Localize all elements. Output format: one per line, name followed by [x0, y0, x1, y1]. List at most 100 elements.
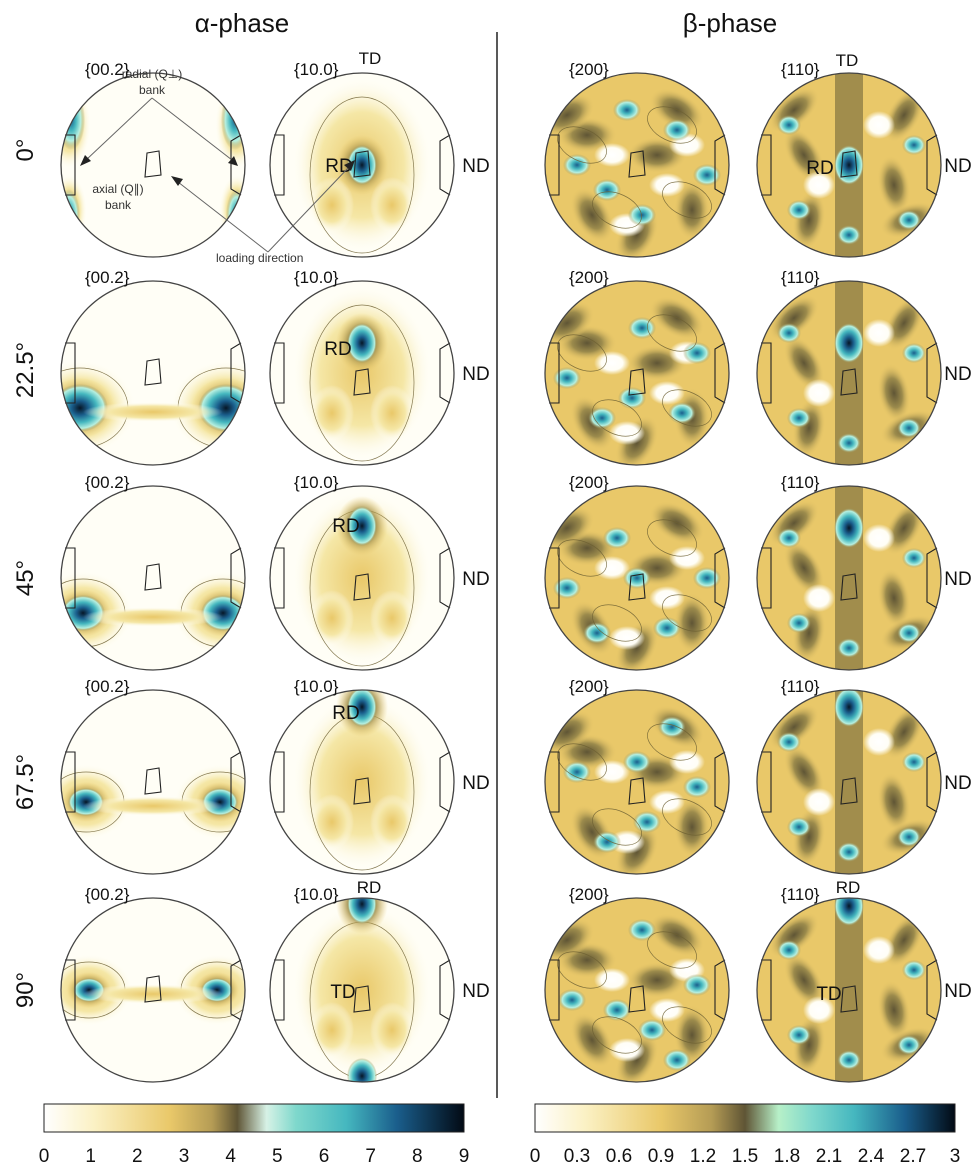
nd-label: ND	[944, 981, 971, 1002]
nd-label: ND	[462, 156, 489, 177]
alpha-colorbar-tick: 0	[39, 1146, 50, 1167]
axial-bank-marker	[840, 985, 858, 1013]
intensity-blob	[834, 898, 864, 926]
beta-colorbar-tick: 3	[950, 1146, 961, 1167]
intensity-blob	[863, 524, 895, 552]
plane-label: {200}	[569, 885, 609, 904]
beta-phase-title: β-phase	[683, 8, 777, 38]
contour-line	[647, 106, 697, 144]
radial-bank-marker	[274, 547, 285, 609]
intensity-blob	[834, 323, 864, 363]
bank-annotation: radial (Q⊥) bank axial (Q∥) bank loading…	[80, 67, 355, 265]
intensity-blob	[347, 506, 377, 546]
pole-outline	[756, 897, 942, 1083]
pole-outline	[269, 280, 455, 466]
axial-bank-marker	[353, 573, 371, 601]
pole-figure: {00.2}	[60, 885, 246, 1083]
radial-bank-marker	[714, 959, 726, 1021]
radial-bank-marker	[230, 547, 242, 609]
beta-colorbar-tick: 0.3	[564, 1146, 590, 1167]
intensity-blob	[583, 622, 611, 644]
radial-bank-marker	[65, 959, 76, 1021]
pole-outline	[756, 485, 942, 671]
intensity-blob	[803, 996, 835, 1024]
loading-direction-label: loading direction	[216, 251, 303, 265]
intensity-blob	[693, 567, 721, 589]
intensity-blob	[803, 379, 835, 407]
plane-label: {00.2}	[85, 885, 130, 904]
radial-bank-marker	[439, 547, 451, 609]
radial-bank-marker	[761, 134, 772, 196]
intensity-blob	[588, 407, 616, 429]
intensity-blob	[594, 760, 630, 784]
pole-figure: {00.2}	[60, 268, 246, 466]
arrow-line	[177, 181, 269, 253]
contour-line	[647, 314, 697, 352]
axial-bank-marker	[628, 985, 646, 1013]
rd-label: RD	[357, 878, 382, 897]
row-label: 0°	[12, 139, 39, 162]
beta-colorbar-tick: 1.5	[732, 1146, 758, 1167]
plane-label: {10.0}	[294, 885, 339, 904]
intensity-blob	[897, 1035, 921, 1055]
radial-bank-marker	[926, 342, 938, 404]
intensity-blob	[633, 811, 661, 833]
intensity-blob	[570, 187, 614, 243]
plane-label: {110}	[781, 677, 820, 696]
nd-label: ND	[462, 364, 489, 385]
pole-outline	[544, 280, 730, 466]
radial-bank-marker	[439, 134, 451, 196]
intensity-blob	[594, 968, 630, 992]
radial-bank-marker	[65, 134, 76, 196]
intensity-blob	[628, 204, 656, 226]
pole-intensity	[768, 690, 938, 874]
axial-bank-marker	[144, 975, 162, 1003]
contour-line	[647, 519, 697, 557]
intensity-blob	[370, 590, 414, 646]
intensity-blob	[609, 421, 645, 445]
intensity-blob	[310, 590, 354, 646]
pole-outline	[756, 689, 942, 875]
arrow-line	[151, 97, 233, 161]
plane-label: {10.0}	[294, 268, 339, 287]
plane-label: {200}	[569, 268, 609, 287]
intensity-blob	[310, 177, 354, 233]
radial-bank-marker	[65, 547, 76, 609]
intensity-blob	[902, 343, 926, 363]
pole-outline	[269, 485, 455, 671]
intensity-blob	[783, 744, 825, 800]
radial-bank-marker	[230, 751, 242, 813]
intensity-blob	[897, 418, 921, 438]
pole-intensity	[545, 88, 721, 257]
pole-outline	[544, 485, 730, 671]
intensity-blob	[663, 1049, 691, 1071]
contour-line	[647, 931, 697, 969]
pole-figure: {200}	[544, 473, 730, 671]
td-label: TD	[836, 51, 859, 70]
rd-label: RD	[332, 516, 359, 537]
radial-bank-marker	[274, 959, 285, 1021]
beta-colorbar-tick: 2.1	[816, 1146, 842, 1167]
pole-figure: {200}	[544, 60, 730, 258]
plane-label: {00.2}	[85, 60, 130, 79]
axial-bank-marker	[628, 368, 646, 396]
radial-bank-marker	[439, 751, 451, 813]
intensity-blob	[863, 936, 895, 964]
nd-label: ND	[462, 773, 489, 794]
alpha-colorbar-tick: 6	[319, 1146, 330, 1167]
beta-colorbar-tick: 0	[530, 1146, 541, 1167]
radial-bank-marker	[230, 342, 242, 404]
axial-bank-marker	[353, 150, 371, 178]
intensity-blob	[663, 119, 691, 141]
intensity-blob	[61, 189, 80, 241]
td-label: TD	[330, 982, 355, 1003]
intensity-blob	[609, 626, 645, 650]
pole-figure: {00.2}	[60, 473, 246, 671]
intensity-blob	[877, 772, 911, 832]
contour-line	[309, 96, 415, 254]
axial-bank-marker	[628, 573, 646, 601]
beta-colorbar-tick: 1.8	[774, 1146, 800, 1167]
intensity-blob	[370, 1002, 414, 1058]
alpha-colorbar-tick: 7	[365, 1146, 376, 1167]
radial-bank-marker	[714, 342, 726, 404]
